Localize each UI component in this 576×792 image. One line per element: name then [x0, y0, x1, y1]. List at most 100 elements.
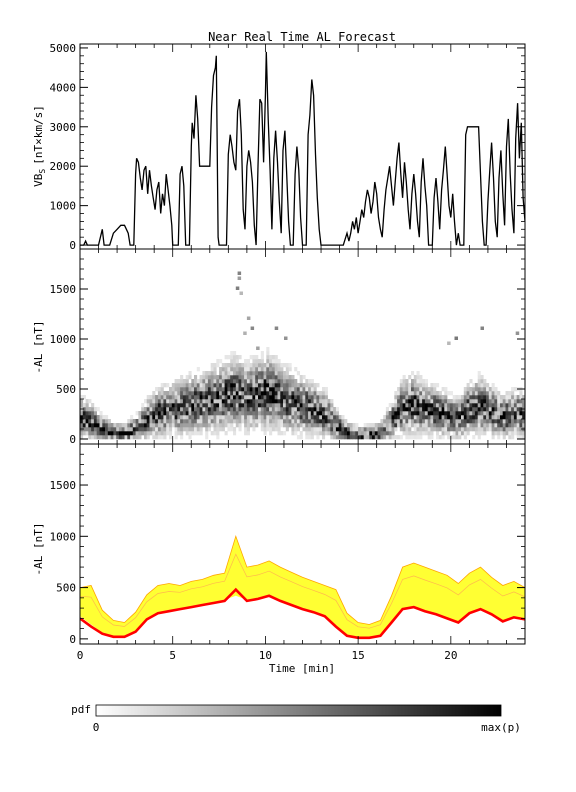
- heatmap-cell: [319, 403, 323, 408]
- heatmap-cell: [260, 359, 264, 364]
- heatmap-cell: [146, 403, 150, 408]
- heatmap-cell: [216, 407, 220, 412]
- heatmap-cell: [513, 423, 517, 428]
- heatmap-cell: [252, 399, 256, 404]
- heatmap-cell: [271, 387, 275, 392]
- heatmap-cell: [169, 435, 173, 440]
- heatmap-cell: [227, 395, 231, 400]
- heatmap-cell: [385, 435, 389, 440]
- heatmap-cell: [483, 411, 487, 416]
- heatmap-cell: [288, 375, 292, 380]
- heatmap-cell: [235, 375, 239, 380]
- heatmap-cell: [408, 419, 412, 424]
- heatmap-cell: [219, 407, 223, 412]
- heatmap-cell: [413, 431, 417, 436]
- heatmap-cell: [194, 407, 198, 412]
- heatmap-cell: [302, 399, 306, 404]
- heatmap-cell: [219, 423, 223, 428]
- heatmap-cell: [436, 419, 440, 424]
- heatmap-cell: [322, 391, 326, 396]
- heatmap-cell: [221, 419, 225, 424]
- heatmap-cell: [285, 407, 289, 412]
- heatmap-cell: [163, 435, 167, 440]
- heatmap-cell: [308, 399, 312, 404]
- heatmap-cell: [394, 423, 398, 428]
- heatmap-cell: [99, 431, 103, 436]
- heatmap-cell: [207, 387, 211, 392]
- heatmap-cell: [411, 399, 415, 404]
- heatmap-cell: [463, 423, 467, 428]
- heatmap-cell: [385, 415, 389, 420]
- heatmap-cell: [205, 395, 209, 400]
- heatmap-cell: [238, 411, 242, 416]
- heatmap-cell: [230, 391, 234, 396]
- heatmap-cell: [399, 399, 403, 404]
- heatmap-cell: [330, 419, 334, 424]
- heatmap-cell: [91, 403, 95, 408]
- heatmap-cell: [110, 427, 114, 432]
- heatmap-cell: [182, 391, 186, 396]
- heatmap-cell: [221, 427, 225, 432]
- heatmap-cell: [216, 415, 220, 420]
- heatmap-cell: [252, 415, 256, 420]
- heatmap-outlier: [515, 331, 520, 335]
- heatmap-cell: [433, 423, 437, 428]
- heatmap-cell: [85, 431, 89, 436]
- heatmap-cell: [271, 363, 275, 368]
- heatmap-cell: [163, 395, 167, 400]
- heatmap-cell: [182, 423, 186, 428]
- heatmap-cell: [258, 371, 262, 376]
- forecast-median-line: [80, 587, 525, 640]
- heatmap-cell: [155, 387, 159, 392]
- heatmap-cell: [238, 403, 242, 408]
- heatmap-cell: [269, 383, 273, 388]
- heatmap-cell: [274, 391, 278, 396]
- heatmap-cell: [283, 407, 287, 412]
- heatmap-cell: [252, 383, 256, 388]
- heatmap-cell: [221, 387, 225, 392]
- heatmap-cell: [488, 399, 492, 404]
- heatmap-cell: [266, 379, 270, 384]
- heatmap-cell: [461, 419, 465, 424]
- heatmap-cell: [266, 351, 270, 356]
- heatmap-cell: [246, 391, 250, 396]
- heatmap-cell: [419, 431, 423, 436]
- heatmap-cell: [160, 419, 164, 424]
- heatmap-cell: [397, 395, 401, 400]
- heatmap-cell: [444, 387, 448, 392]
- colorbar-min-label: 0: [93, 721, 100, 734]
- heatmap-cell: [405, 411, 409, 416]
- heatmap-cell: [144, 423, 148, 428]
- heatmap-cell: [310, 431, 314, 436]
- heatmap-cell: [152, 391, 156, 396]
- heatmap-cell: [105, 435, 109, 440]
- heatmap-cell: [444, 395, 448, 400]
- heatmap-cell: [258, 379, 262, 384]
- heatmap-cell: [266, 359, 270, 364]
- heatmap-outlier: [447, 341, 451, 345]
- heatmap-cell: [163, 399, 167, 404]
- heatmap-cell: [85, 423, 89, 428]
- heatmap-cell: [258, 363, 262, 368]
- heatmap-cell: [477, 435, 481, 440]
- heatmap-cell: [422, 399, 426, 404]
- heatmap-cell: [305, 411, 309, 416]
- heatmap-cell: [455, 427, 459, 432]
- heatmap-cell: [238, 415, 242, 420]
- heatmap-cell: [233, 403, 237, 408]
- heatmap-cell: [291, 395, 295, 400]
- heatmap-cell: [199, 415, 203, 420]
- heatmap-cell: [157, 431, 161, 436]
- heatmap-cell: [227, 407, 231, 412]
- heatmap-cell: [277, 379, 281, 384]
- heatmap-cell: [238, 399, 242, 404]
- heatmap-cell: [477, 403, 481, 408]
- heatmap-cell: [199, 427, 203, 432]
- heatmap-cell: [308, 395, 312, 400]
- heatmap-cell: [249, 355, 253, 360]
- heatmap-cell: [194, 383, 198, 388]
- heatmap-cell: [258, 403, 262, 408]
- heatmap-cell: [310, 419, 314, 424]
- heatmap-cell: [463, 403, 467, 408]
- heatmap-cell: [458, 431, 462, 436]
